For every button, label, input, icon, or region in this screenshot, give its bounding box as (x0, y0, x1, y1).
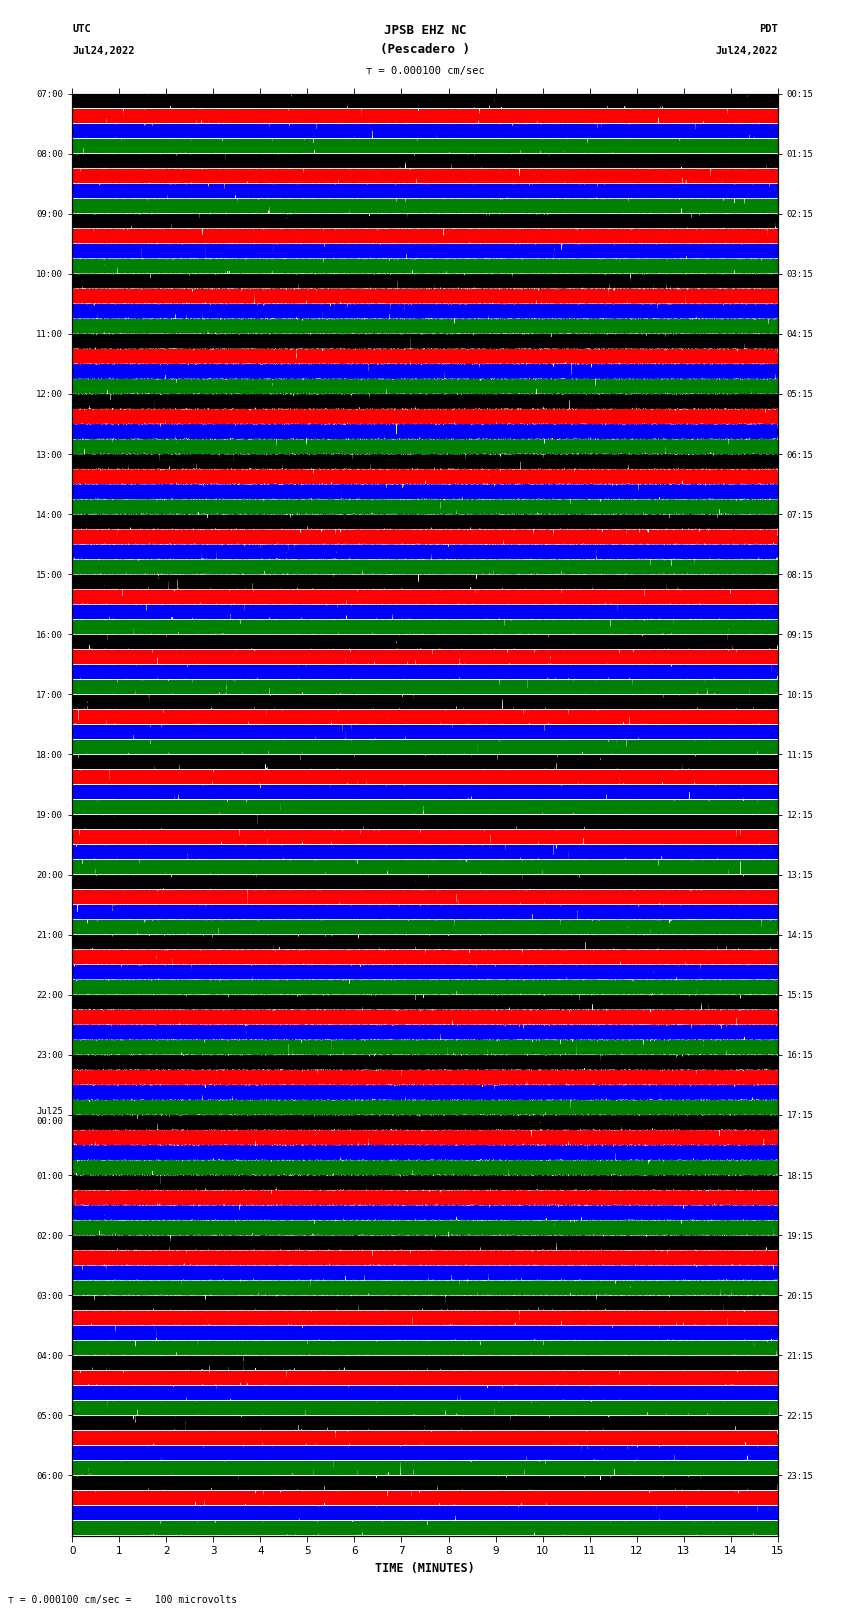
Text: UTC: UTC (72, 24, 91, 34)
Text: ⊤ = 0.000100 cm/sec =    100 microvolts: ⊤ = 0.000100 cm/sec = 100 microvolts (8, 1595, 238, 1605)
Text: Jul24,2022: Jul24,2022 (715, 47, 778, 56)
Text: PDT: PDT (759, 24, 778, 34)
Text: Jul24,2022: Jul24,2022 (72, 47, 135, 56)
X-axis label: TIME (MINUTES): TIME (MINUTES) (375, 1561, 475, 1574)
Text: JPSB EHZ NC: JPSB EHZ NC (383, 24, 467, 37)
Text: (Pescadero ): (Pescadero ) (380, 44, 470, 56)
Text: ⊤ = 0.000100 cm/sec: ⊤ = 0.000100 cm/sec (366, 66, 484, 76)
